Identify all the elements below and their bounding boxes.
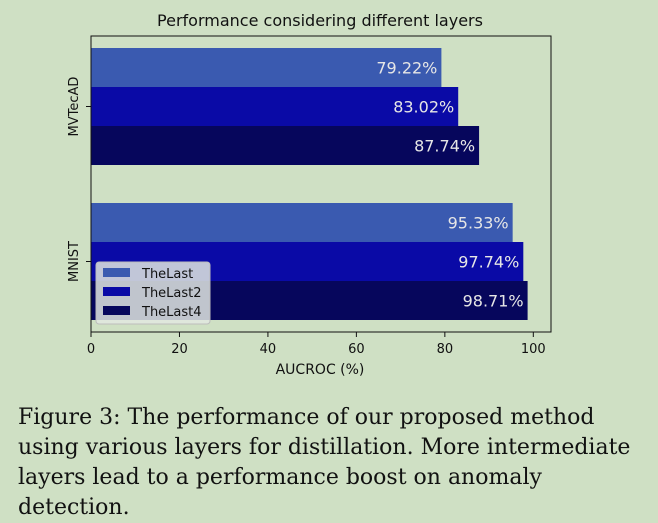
legend: TheLast TheLast2 TheLast4 xyxy=(95,261,211,325)
bar-mvtecad-thelast xyxy=(91,48,442,87)
data-label-mnist-thelast: 95.33% xyxy=(448,214,509,233)
x-tick-label-80: 80 xyxy=(437,342,454,357)
data-label-mnist-thelast4: 98.71% xyxy=(463,292,524,311)
y-tick-label-mnist: MNIST xyxy=(67,241,82,282)
chart-title: Performance considering different layers xyxy=(157,11,483,30)
bar-mnist-thelast xyxy=(91,203,513,242)
bar-chart: Performance considering different layers… xyxy=(67,11,552,378)
legend-swatch-thelast2 xyxy=(103,287,130,296)
x-axis-label: AUCROC (%) xyxy=(276,362,365,378)
legend-swatch-thelast4 xyxy=(103,306,130,315)
legend-label-thelast4: TheLast4 xyxy=(141,305,202,320)
x-tick-label-40: 40 xyxy=(260,342,277,357)
plot-area: 79.22% 83.02% 87.74% MVTecAD 95.33% 97.74% 98.… xyxy=(67,35,552,357)
x-tick-label-60: 60 xyxy=(348,342,365,357)
legend-label-thelast: TheLast xyxy=(141,267,193,282)
legend-swatch-thelast xyxy=(103,268,130,277)
x-tick-label-20: 20 xyxy=(171,342,188,357)
data-label-mvtecad-thelast2: 83.02% xyxy=(393,98,454,117)
data-label-mvtecad-thelast: 79.22% xyxy=(376,59,437,78)
figure-caption: Figure 3: The performance of our propose… xyxy=(18,405,631,520)
bar-mvtecad-thelast2 xyxy=(91,87,459,126)
plot-frame xyxy=(90,35,552,333)
data-label-mnist-thelast2: 97.74% xyxy=(458,253,519,272)
data-label-mvtecad-thelast4: 87.74% xyxy=(414,137,475,156)
chart-container: Performance considering different layers… xyxy=(67,11,552,378)
legend-label-thelast2: TheLast2 xyxy=(141,286,202,301)
x-tick-label-0: 0 xyxy=(87,342,95,357)
y-tick-label-mvtecad: MVTecAD xyxy=(67,77,82,137)
x-tick-label-100: 100 xyxy=(521,342,546,357)
bar-mvtecad-thelast4 xyxy=(91,126,480,165)
